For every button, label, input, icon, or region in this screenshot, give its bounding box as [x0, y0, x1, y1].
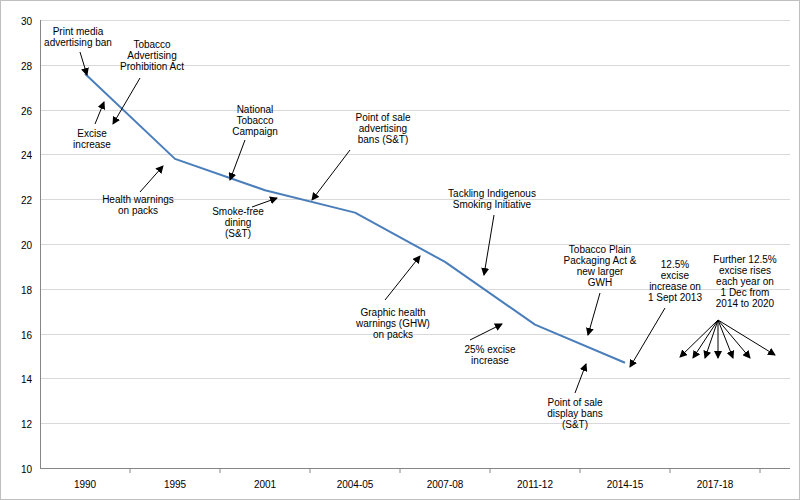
- y-tick-label: 28: [21, 61, 33, 72]
- y-tick-label: 22: [21, 195, 33, 206]
- grid-line: [40, 378, 790, 379]
- annotation-arrow: [693, 320, 718, 358]
- x-tick: [310, 468, 311, 473]
- grid-line: [40, 154, 790, 155]
- x-tick: [400, 468, 401, 473]
- annotation-text: Point of saledisplay bans(S&T): [547, 397, 603, 430]
- annotations: Print mediaadvertising ban TobaccoAdverti…: [44, 26, 777, 430]
- y-tick-label: 16: [21, 330, 33, 341]
- annotation-text: Further 12.5%excise riseseach year on1 D…: [713, 254, 776, 309]
- y-tick-label: 24: [21, 150, 33, 161]
- x-tick-label: 2017-18: [697, 479, 734, 490]
- annotation-text: NationalTobaccoCampaign: [232, 104, 278, 137]
- data-group: [85, 74, 625, 363]
- grid-line: [40, 334, 790, 335]
- grid-line: [40, 20, 790, 21]
- annotation-text: 12.5%exciseincrease on1 Sept 2013: [648, 259, 702, 303]
- annotation-text: TobaccoAdvertisingProhibition Act: [120, 39, 184, 72]
- x-tick-label: 2007-08: [427, 479, 464, 490]
- x-tick-label: 2014-15: [607, 479, 644, 490]
- x-tick-label: 2004-05: [337, 479, 374, 490]
- chart-svg: 10 12 14 16 18 20 22 24 26 28 30 1990 1995 2001 2004-0…: [0, 0, 800, 500]
- annotation-arrow: [230, 140, 245, 180]
- annotation-arrow: [252, 198, 277, 207]
- annotation-text: Print mediaadvertising ban: [44, 26, 112, 48]
- x-axis: [40, 468, 790, 469]
- x-tick-label: 1990: [74, 479, 97, 490]
- annotation-text: Exciseincrease: [73, 128, 111, 150]
- annotation-text: Tobacco PlainPackaging Act &new largerGW…: [564, 244, 637, 288]
- chart-container: 10 12 14 16 18 20 22 24 26 28 30 1990 1995 2001 2004-0…: [0, 0, 800, 500]
- x-tick: [130, 468, 131, 473]
- annotation-arrow: [588, 293, 600, 335]
- annotation-arrow: [718, 320, 750, 358]
- x-tick-label: 2001: [254, 479, 277, 490]
- y-tick-label: 14: [21, 374, 33, 385]
- annotation-arrow: [680, 320, 718, 357]
- y-tick-label: 18: [21, 285, 33, 296]
- y-tick-label: 20: [21, 240, 33, 251]
- x-tick: [490, 468, 491, 473]
- annotation-arrow: [718, 320, 719, 358]
- x-tick: [220, 468, 221, 473]
- x-tick-label: 2011-12: [517, 479, 553, 490]
- annotation-arrow: [718, 320, 775, 355]
- annotation-arrow: [312, 150, 350, 200]
- x-tick-label: 1995: [164, 479, 187, 490]
- annotation-text: Tackling IndigenousSmoking Initiative: [448, 188, 536, 210]
- x-tick: [760, 468, 761, 473]
- annotation-arrow: [575, 364, 586, 393]
- grid-line: [40, 468, 790, 469]
- grid: [40, 21, 790, 469]
- y-tick-label: 30: [21, 16, 33, 27]
- annotation-arrow: [385, 256, 420, 300]
- y-tick-label: 12: [21, 419, 33, 430]
- y-tick-label: 10: [21, 464, 33, 475]
- x-tick: [670, 468, 671, 473]
- annotation-arrow: [718, 320, 733, 358]
- annotation-arrow: [630, 308, 665, 367]
- data-line: [85, 74, 625, 363]
- annotation-text: 25% exciseincrease: [464, 344, 516, 366]
- annotation-arrow: [113, 78, 140, 124]
- x-tick: [580, 468, 581, 473]
- annotation-text: Health warningson packs: [102, 194, 174, 216]
- grid-line: [40, 110, 790, 111]
- annotation-text: Smoke-freedining(S&T): [212, 206, 264, 239]
- annotation-arrow: [80, 52, 87, 75]
- annotation-arrow: [484, 215, 494, 275]
- annotation-text: Point of saleadvertisingbans (S&T): [355, 112, 410, 145]
- annotation-arrow: [95, 102, 104, 124]
- chart-border: [1, 1, 800, 500]
- y-tick-label: 26: [21, 106, 33, 117]
- annotation-arrow: [470, 324, 502, 340]
- annotation-text: Graphic healthwarnings (GHW)on packs: [355, 307, 430, 340]
- y-axis: [40, 20, 41, 468]
- annotation-arrow: [140, 166, 163, 192]
- annotation-arrow: [705, 320, 718, 358]
- grid-line: [40, 423, 790, 424]
